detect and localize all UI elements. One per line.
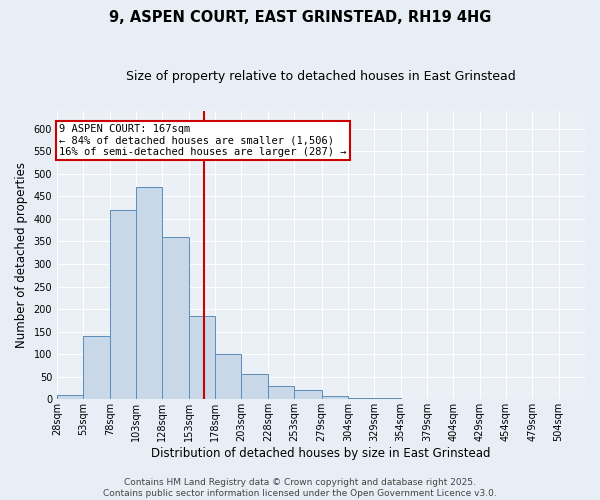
Bar <box>163 237 189 400</box>
Text: 9 ASPEN COURT: 167sqm
← 84% of detached houses are smaller (1,506)
16% of semi-d: 9 ASPEN COURT: 167sqm ← 84% of detached … <box>59 124 347 158</box>
Bar <box>268 386 294 400</box>
Bar <box>374 398 401 400</box>
Bar <box>215 354 241 400</box>
Title: Size of property relative to detached houses in East Grinstead: Size of property relative to detached ho… <box>126 70 516 83</box>
Bar <box>83 336 110 400</box>
Bar <box>110 210 136 400</box>
Bar <box>348 398 374 400</box>
Bar <box>189 316 215 400</box>
Y-axis label: Number of detached properties: Number of detached properties <box>15 162 28 348</box>
Bar <box>322 396 348 400</box>
Bar <box>241 374 268 400</box>
Bar <box>294 390 322 400</box>
Bar <box>136 188 163 400</box>
X-axis label: Distribution of detached houses by size in East Grinstead: Distribution of detached houses by size … <box>151 447 491 460</box>
Text: 9, ASPEN COURT, EAST GRINSTEAD, RH19 4HG: 9, ASPEN COURT, EAST GRINSTEAD, RH19 4HG <box>109 10 491 25</box>
Bar <box>57 395 83 400</box>
Text: Contains HM Land Registry data © Crown copyright and database right 2025.
Contai: Contains HM Land Registry data © Crown c… <box>103 478 497 498</box>
